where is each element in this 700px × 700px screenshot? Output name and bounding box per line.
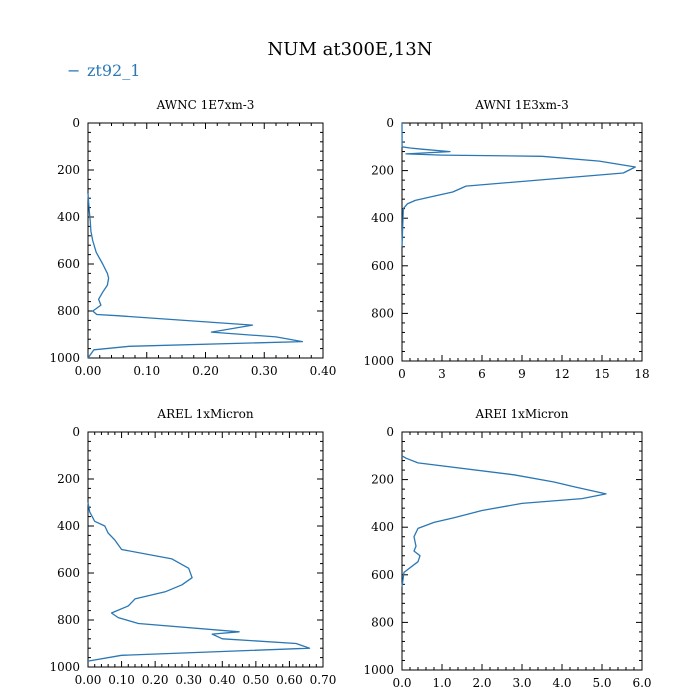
x-tick-label-arel: 0.40 [209, 673, 236, 687]
x-tick-label-arei: 2.0 [472, 676, 491, 690]
panel-title-arei: AREI 1xMicron [475, 407, 569, 421]
x-tick-label-awnc: 0.40 [310, 364, 337, 378]
x-tick-label-arei: 4.0 [552, 676, 571, 690]
y-tick-label-awnc: 600 [57, 257, 80, 271]
x-tick-label-awni: 9 [518, 367, 526, 381]
y-tick-label-awni: 600 [371, 259, 394, 273]
legend-label: zt92_1 [87, 61, 140, 80]
y-tick-label-arei: 800 [371, 615, 394, 629]
y-tick-label-arei: 600 [371, 568, 394, 582]
x-tick-label-awni: 15 [594, 367, 609, 381]
x-tick-label-awnc: 0.10 [133, 364, 160, 378]
x-tick-label-arel: 0.50 [242, 673, 269, 687]
x-tick-label-arei: 1.0 [432, 676, 451, 690]
panel-awnc: AWNC 1E7xm-3 0.00 0.10 0.20 0.30 0.40 0 200 400 6… [49, 98, 336, 378]
y-tick-label-arel: 0 [72, 425, 80, 439]
y-tick-label-awnc: 1000 [49, 351, 80, 365]
x-tick-label-arei: 6.0 [632, 676, 651, 690]
y-tick-label-awnc: 400 [57, 210, 80, 224]
panel-title-arel: AREL 1xMicron [156, 407, 253, 421]
panel-arel: AREL 1xMicron 0.00 0.10 0.20 0.30 0.40 0.50 0.6… [49, 407, 336, 687]
panel-title-awni: AWNI 1E3xm-3 [474, 98, 568, 112]
x-tick-label-awni: 0 [398, 367, 406, 381]
y-tick-label-arei: 200 [371, 473, 394, 487]
legend-dash: − [67, 61, 80, 80]
y-tick-label-arei: 1000 [363, 663, 394, 677]
y-tick-label-arel: 200 [57, 472, 80, 486]
series-line-awnc [87, 193, 304, 359]
panels: AWNC 1E7xm-30.00 0.10 0.20 0.30 0.4002004006… [49, 98, 651, 690]
y-tick-label-awnc: 800 [57, 304, 80, 318]
plot-frame-arel [87, 431, 324, 668]
x-tick-label-arel: 0.60 [276, 673, 303, 687]
x-tick-label-awni: 18 [634, 367, 649, 381]
x-tick-label-awnc: 0.20 [192, 364, 219, 378]
panel-awni: AWNI 1E3xm-3 0 3 6 9 12 15 18 0 200 400 600 800 1000 [363, 98, 649, 381]
y-tick-label-awni: 0 [386, 116, 394, 130]
y-tick-label-awni: 200 [371, 164, 394, 178]
y-tick-label-awni: 800 [371, 306, 394, 320]
x-tick-label-arel: 0.30 [175, 673, 202, 687]
x-tick-label-awnc: 0.00 [75, 364, 102, 378]
x-tick-label-awnc: 0.30 [251, 364, 278, 378]
series-line-awni [401, 122, 636, 247]
y-tick-label-awni: 400 [371, 211, 394, 225]
y-tick-label-arei: 0 [386, 425, 394, 439]
y-tick-label-arel: 400 [57, 519, 80, 533]
panel-arei: AREI 1xMicron 0.0 1.0 2.0 3.0 4.0 5.0 6.0 0 200 40… [363, 407, 651, 690]
y-tick-label-arel: 600 [57, 566, 80, 580]
plot-frame-arei [401, 431, 643, 671]
plot-frame-awni [401, 122, 643, 362]
series-line-arei [401, 455, 607, 587]
x-tick-label-awni: 6 [478, 367, 486, 381]
y-tick-label-awnc: 0 [72, 116, 80, 130]
legend: − zt92_1 [67, 61, 140, 80]
plot-frame-awnc [87, 122, 324, 359]
x-tick-label-awni: 3 [438, 367, 446, 381]
x-tick-label-arel: 0.00 [75, 673, 102, 687]
y-tick-label-awni: 1000 [363, 354, 394, 368]
y-tick-label-arel: 800 [57, 613, 80, 627]
x-tick-label-arei: 0.0 [392, 676, 411, 690]
panel-title-awnc: AWNC 1E7xm-3 [156, 98, 255, 112]
y-tick-label-awnc: 200 [57, 163, 80, 177]
y-tick-label-arei: 400 [371, 520, 394, 534]
x-tick-label-arel: 0.70 [310, 673, 337, 687]
x-tick-label-arei: 3.0 [512, 676, 531, 690]
figure-title: NUM at300E,13N [268, 39, 433, 60]
y-tick-label-arel: 1000 [49, 660, 80, 674]
x-tick-label-arel: 0.10 [108, 673, 135, 687]
series-line-arel [87, 502, 311, 662]
x-tick-label-arel: 0.20 [142, 673, 169, 687]
x-tick-label-awni: 12 [554, 367, 569, 381]
x-tick-label-arei: 5.0 [592, 676, 611, 690]
